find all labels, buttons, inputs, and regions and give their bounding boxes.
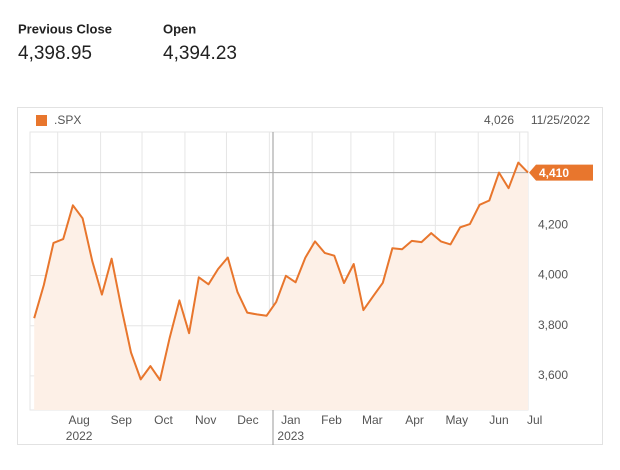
stat-label: Open [163,21,196,36]
last-price-tag [529,164,593,181]
x-tick-label: Jun [489,413,508,427]
x-tick-label: Nov [195,413,216,427]
x-tick-label: Oct [154,413,173,427]
x-tick-label: Dec [237,413,258,427]
y-tick-label: 3,800 [538,318,568,332]
legend-swatch [36,115,47,126]
y-tick-label: 4,000 [538,268,568,282]
area [34,162,528,410]
tooltip-date: 11/25/2022 [531,113,590,127]
x-tick-label: Jul [527,413,542,427]
stat-value: 4,398.95 [18,43,92,64]
x-tick-label: Jan [281,413,300,427]
x-tick-label: Aug [68,413,89,427]
x-year-label: 2022 [66,429,93,443]
x-tick-label: Feb [321,413,342,427]
x-tick-label: Apr [405,413,424,427]
x-tick-label: Sep [111,413,133,427]
y-tick-label: 4,200 [538,218,568,232]
chart-frame [17,107,603,445]
legend-label: .SPX [54,113,81,127]
y-tick-label: 3,600 [538,368,568,382]
stat-label: Previous Close [18,21,112,36]
x-year-label: 2023 [277,429,304,443]
last-price-label: 4,410 [539,166,569,180]
price-line [33,161,529,382]
x-tick-label: May [445,413,468,427]
x-tick-label: Mar [362,413,383,427]
tooltip-value: 4,026 [484,113,514,127]
stat-value: 4,394.23 [163,43,237,64]
